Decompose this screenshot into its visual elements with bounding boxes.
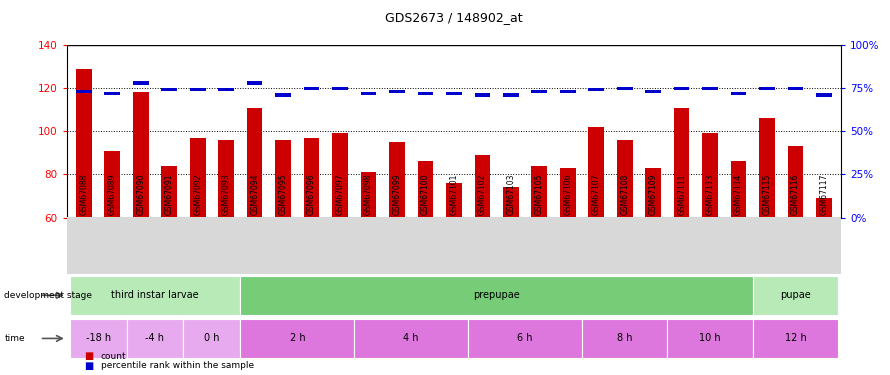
Bar xyxy=(240,319,354,358)
Bar xyxy=(275,140,291,218)
Bar xyxy=(560,168,576,217)
Bar xyxy=(474,93,490,97)
Bar xyxy=(240,276,753,315)
Bar xyxy=(503,93,519,97)
Text: time: time xyxy=(4,334,25,343)
Bar xyxy=(560,90,576,93)
Bar xyxy=(417,92,433,95)
Bar xyxy=(446,92,462,95)
Text: ■: ■ xyxy=(85,361,93,370)
Bar xyxy=(332,134,348,218)
Bar xyxy=(668,319,753,358)
Bar xyxy=(531,166,547,218)
Text: 0 h: 0 h xyxy=(204,333,220,344)
Bar xyxy=(190,88,206,92)
Bar xyxy=(645,90,661,93)
Bar xyxy=(275,93,291,97)
Bar xyxy=(69,319,126,358)
Bar xyxy=(753,276,838,315)
Bar xyxy=(788,146,804,218)
Bar xyxy=(702,87,718,90)
Bar xyxy=(503,187,519,218)
Bar xyxy=(183,319,240,358)
Bar xyxy=(218,88,234,92)
Bar xyxy=(788,87,804,90)
Bar xyxy=(474,155,490,218)
Bar xyxy=(531,90,547,93)
Text: ■: ■ xyxy=(85,351,93,361)
Bar xyxy=(582,319,668,358)
Bar xyxy=(674,87,690,90)
Text: 8 h: 8 h xyxy=(617,333,633,344)
Bar xyxy=(247,81,263,85)
Bar xyxy=(76,69,92,218)
Bar xyxy=(247,108,263,218)
Bar xyxy=(360,92,376,95)
Bar xyxy=(126,319,183,358)
Bar xyxy=(468,319,582,358)
Bar xyxy=(303,138,320,218)
Bar xyxy=(133,81,149,85)
Text: -4 h: -4 h xyxy=(145,333,165,344)
Bar xyxy=(816,198,832,217)
Bar xyxy=(617,87,633,90)
Bar xyxy=(588,88,604,92)
Bar xyxy=(218,140,234,218)
Text: 10 h: 10 h xyxy=(700,333,721,344)
Bar xyxy=(133,93,149,218)
Bar xyxy=(731,161,747,218)
Bar xyxy=(389,142,405,218)
Bar xyxy=(759,118,775,218)
Text: -18 h: -18 h xyxy=(85,333,110,344)
Bar xyxy=(816,93,832,97)
Text: development stage: development stage xyxy=(4,291,93,300)
Bar xyxy=(588,127,604,218)
Bar xyxy=(104,151,120,217)
Text: count: count xyxy=(101,352,126,361)
Bar xyxy=(161,88,177,92)
Text: percentile rank within the sample: percentile rank within the sample xyxy=(101,361,254,370)
Text: pupae: pupae xyxy=(781,290,811,300)
Text: third instar larvae: third instar larvae xyxy=(111,290,198,300)
Bar xyxy=(104,92,120,95)
Bar xyxy=(354,319,468,358)
Bar xyxy=(332,87,348,90)
Bar xyxy=(759,87,775,90)
Bar xyxy=(303,87,320,90)
Bar xyxy=(702,134,718,218)
Text: GDS2673 / 148902_at: GDS2673 / 148902_at xyxy=(385,11,522,24)
Bar xyxy=(417,161,433,218)
Bar xyxy=(645,168,661,217)
Text: 6 h: 6 h xyxy=(517,333,533,344)
Bar xyxy=(446,183,462,218)
Bar xyxy=(674,108,690,218)
Bar xyxy=(161,166,177,218)
Text: 12 h: 12 h xyxy=(785,333,806,344)
Bar xyxy=(69,276,240,315)
Text: 4 h: 4 h xyxy=(403,333,419,344)
Bar xyxy=(76,90,92,93)
Bar xyxy=(389,90,405,93)
Bar xyxy=(731,92,747,95)
Bar xyxy=(360,172,376,217)
Text: prepupae: prepupae xyxy=(473,290,520,300)
Bar xyxy=(617,140,633,218)
Bar xyxy=(753,319,838,358)
Bar xyxy=(190,138,206,218)
Text: 2 h: 2 h xyxy=(289,333,305,344)
